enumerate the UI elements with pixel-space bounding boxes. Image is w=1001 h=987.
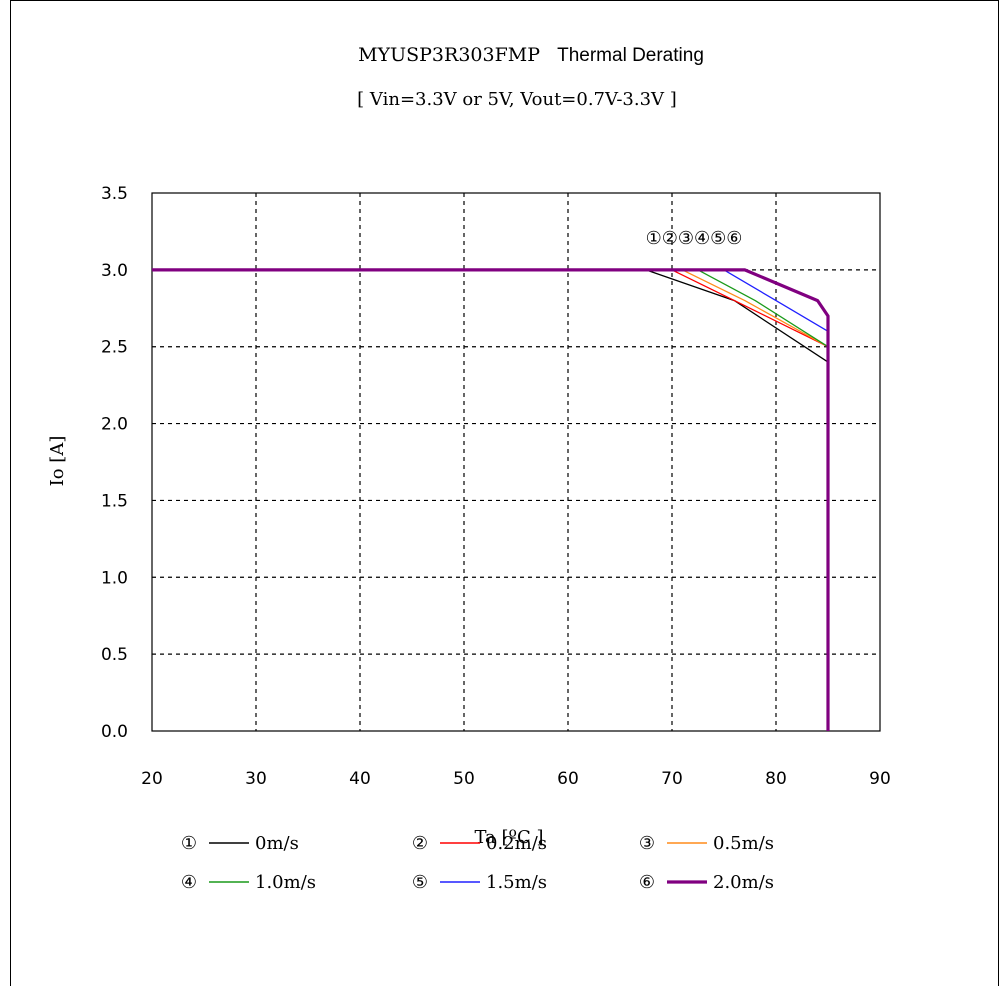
chart-title-model: MYUSP3R303FMP bbox=[358, 44, 540, 66]
legend-marker-4: ④ bbox=[181, 872, 197, 893]
chart-subtitle: [ Vin=3.3V or 5V, Vout=0.7V-3.3V ] bbox=[357, 89, 677, 110]
series-lines bbox=[152, 268, 830, 731]
legend-label-3: 0.5m/s bbox=[713, 833, 774, 854]
x-tick-label-5: 70 bbox=[661, 769, 683, 789]
derating-chart: MYUSP3R303FMP Thermal Derating [ Vin=3.3… bbox=[47, 44, 891, 893]
curve-markers-label: ①②③④⑤⑥ bbox=[646, 228, 743, 249]
legend-label-6: 2.0m/s bbox=[713, 872, 774, 893]
x-tick-label-7: 90 bbox=[869, 769, 891, 789]
legend-marker-6: ⑥ bbox=[639, 872, 655, 893]
y-tick-label-5: 2.5 bbox=[101, 338, 128, 358]
x-tick-label-1: 30 bbox=[245, 769, 267, 789]
x-tick-labels: 20 30 40 50 60 70 80 90 bbox=[141, 769, 891, 789]
legend-label-1: 0m/s bbox=[255, 833, 299, 854]
y-tick-labels: 0.0 0.5 1.0 1.5 2.0 2.5 3.0 3.5 bbox=[101, 184, 128, 742]
chart-frame: MYUSP3R303FMP Thermal Derating [ Vin=3.3… bbox=[10, 0, 999, 986]
x-tick-label-2: 40 bbox=[349, 769, 371, 789]
legend-label-4: 1.0m/s bbox=[255, 872, 316, 893]
y-tick-label-0: 0.0 bbox=[101, 722, 128, 742]
legend: ① 0m/s ② 0.2m/s ③ 0.5m/s ④ 1.0m/s ⑤ 1.5m/s ⑥ 2.0m/s bbox=[181, 833, 774, 893]
legend-marker-1: ① bbox=[181, 833, 197, 854]
y-tick-label-7: 3.5 bbox=[101, 184, 128, 204]
y-tick-label-4: 2.0 bbox=[101, 415, 128, 435]
legend-marker-5: ⑤ bbox=[412, 872, 428, 893]
y-tick-label-6: 3.0 bbox=[101, 261, 128, 281]
legend-marker-2: ② bbox=[412, 833, 428, 854]
grid bbox=[152, 193, 880, 731]
x-tick-label-3: 50 bbox=[453, 769, 475, 789]
y-axis-label: Io [A] bbox=[47, 436, 68, 487]
chart-title: MYUSP3R303FMP Thermal Derating bbox=[358, 44, 704, 66]
y-tick-label-3: 1.5 bbox=[101, 491, 128, 511]
x-tick-label-6: 80 bbox=[765, 769, 787, 789]
x-tick-label-4: 60 bbox=[557, 769, 579, 789]
legend-label-5: 1.5m/s bbox=[486, 872, 547, 893]
series-line-6 bbox=[152, 268, 830, 731]
plot-area bbox=[151, 192, 881, 732]
chart-title-text: Thermal Derating bbox=[557, 45, 704, 66]
legend-label-2: 0.2m/s bbox=[486, 833, 547, 854]
y-tick-label-1: 0.5 bbox=[101, 645, 128, 665]
y-tick-label-2: 1.0 bbox=[101, 568, 128, 588]
legend-marker-3: ③ bbox=[639, 833, 655, 854]
x-axis-label: Ta [ºC ] bbox=[474, 827, 543, 848]
x-tick-label-0: 20 bbox=[141, 769, 163, 789]
